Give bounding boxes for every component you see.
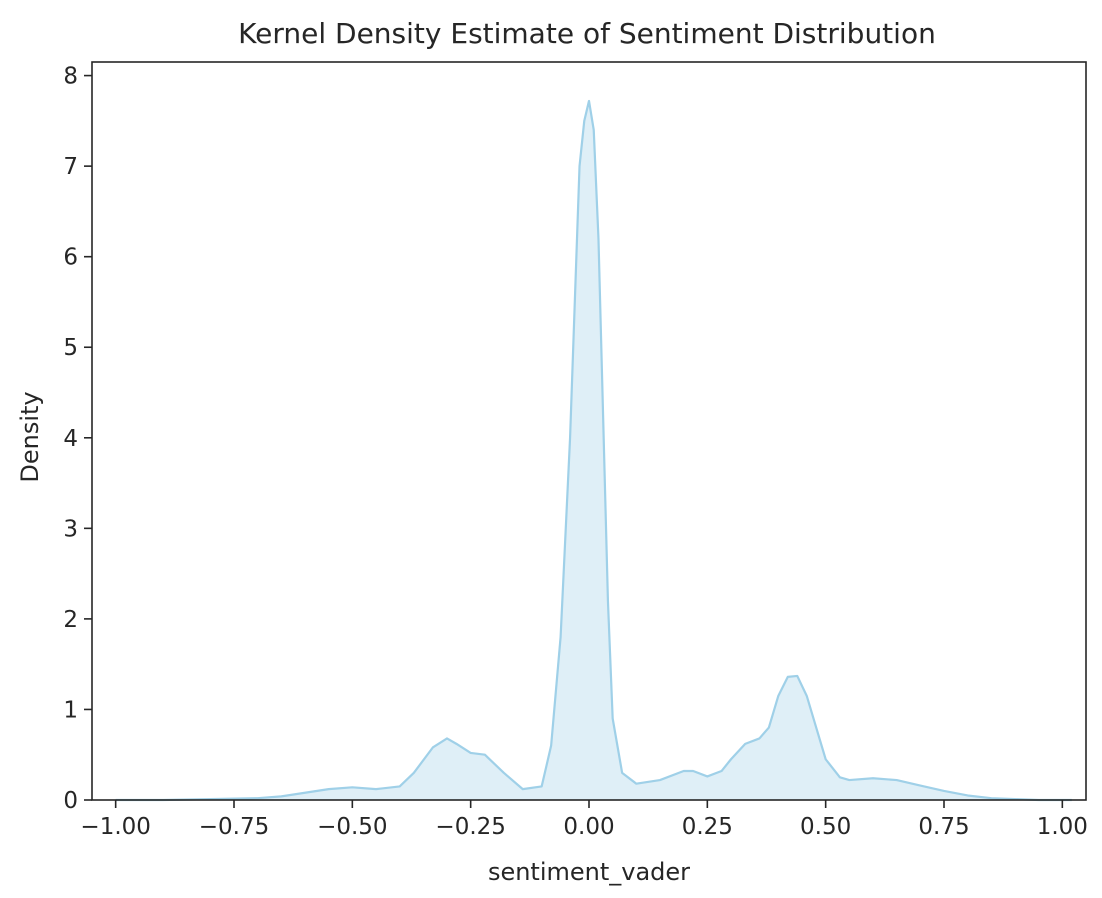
x-tick-label: 0.00 xyxy=(563,814,614,840)
plot-area xyxy=(115,99,1072,802)
y-tick-label: 4 xyxy=(63,426,78,452)
y-tick-label: 2 xyxy=(63,607,78,633)
x-tick-label: 0.50 xyxy=(800,814,851,840)
y-tick-label: 5 xyxy=(63,335,78,361)
x-axis-label: sentiment_vader xyxy=(488,858,690,886)
y-tick-label: 7 xyxy=(63,154,78,180)
density-curve xyxy=(115,99,1072,802)
plot-frame xyxy=(91,61,1087,801)
x-tick-label: 0.25 xyxy=(682,814,733,840)
y-tick-label: 3 xyxy=(63,516,78,542)
x-tick-label: −1.00 xyxy=(80,814,150,840)
y-axis-label: Density xyxy=(16,391,44,482)
chart-title: Kernel Density Estimate of Sentiment Dis… xyxy=(238,17,936,50)
y-tick-label: 1 xyxy=(63,697,78,723)
x-tick-label: 0.75 xyxy=(918,814,969,840)
x-tick-label: −0.50 xyxy=(317,814,387,840)
y-tick-label: 0 xyxy=(63,788,78,814)
x-tick-label: −0.75 xyxy=(199,814,269,840)
x-tick-label: 1.00 xyxy=(1037,814,1088,840)
y-tick-label: 8 xyxy=(63,64,78,90)
x-tick-label: −0.25 xyxy=(435,814,505,840)
y-axis-ticks: 0 1 2 3 4 5 6 7 8 xyxy=(63,64,92,814)
x-axis-ticks: −1.00 −0.75 −0.50 −0.25 0.00 0.25 0.50 0.75 1.00 xyxy=(80,800,1088,840)
density-fill-area xyxy=(115,100,1072,800)
y-tick-label: 6 xyxy=(63,245,78,271)
